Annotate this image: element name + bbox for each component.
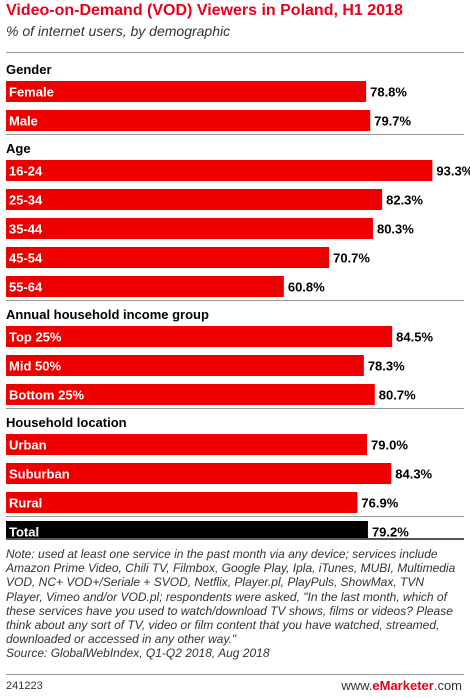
bar-rural-value: 76.9% <box>361 496 398 511</box>
group-heading-household-location: Household location <box>6 415 127 430</box>
bar-total-value: 79.2% <box>372 525 409 540</box>
footer-divider <box>6 674 464 675</box>
bar-35-44-bar <box>6 218 373 239</box>
header-divider <box>6 52 464 53</box>
bar-55-64-bar <box>6 276 284 297</box>
group-divider <box>6 300 464 301</box>
bar-top-25-label: Top 25% <box>9 330 62 345</box>
group-divider <box>6 408 464 409</box>
source-text: Source: GlobalWebIndex, Q1-Q2 2018, Aug … <box>6 646 270 661</box>
bar-top-25-value: 84.5% <box>396 330 433 345</box>
bar-45-54-label: 45-54 <box>9 251 43 266</box>
bar-urban-bar <box>6 434 368 455</box>
bar-35-44-label: 35-44 <box>9 222 43 237</box>
bar-55-64-value: 60.8% <box>288 280 325 295</box>
bar-25-34-value: 82.3% <box>386 193 423 208</box>
bar-total-label: Total <box>9 525 39 540</box>
bar-male-bar <box>6 110 371 131</box>
brand-prefix: www. <box>341 678 373 693</box>
bar-male-label: Male <box>9 114 38 129</box>
bar-suburban-value: 84.3% <box>395 467 432 482</box>
bar-35-44-value: 80.3% <box>377 222 414 237</box>
bar-male-value: 79.7% <box>374 114 411 129</box>
bar-top-25-bar <box>6 326 393 347</box>
bar-suburban-label: Suburban <box>9 467 70 482</box>
bar-rural-label: Rural <box>9 496 42 511</box>
bar-25-34-label: 25-34 <box>9 193 43 208</box>
bar-suburban-bar <box>6 463 392 484</box>
note-text: Note: used at least one service in the p… <box>6 547 456 647</box>
bar-total-bar <box>6 521 368 540</box>
bar-mid-50-bar <box>6 355 364 376</box>
group-heading-gender: Gender <box>6 62 52 77</box>
chart-title: Video-on-Demand (VOD) Viewers in Poland,… <box>6 2 403 19</box>
bar-chart: Gender Female 78.8% Male 79.7% Age 16-24 93.3% 2… <box>6 62 470 540</box>
bar-25-34-bar <box>6 189 383 210</box>
bar-16-24-label: 16-24 <box>9 164 43 179</box>
bar-bottom-25-bar <box>6 384 375 405</box>
brand-logo: www.eMarketer.com <box>341 678 462 693</box>
bar-female-value: 78.8% <box>370 85 407 100</box>
bar-45-54-value: 70.7% <box>333 251 370 266</box>
bar-45-54-bar <box>6 247 330 268</box>
bar-16-24-value: 93.3% <box>436 164 470 179</box>
bar-bottom-25-value: 80.7% <box>379 388 416 403</box>
chart-subtitle: % of internet users, by demographic <box>6 23 231 39</box>
bar-rural-bar <box>6 492 358 513</box>
bar-mid-50-label: Mid 50% <box>9 359 61 374</box>
chart-note: Note: used at least one service in the p… <box>6 547 464 661</box>
brand-name: eMarketer <box>372 678 434 693</box>
group-heading-annual-household-income-group: Annual household income group <box>6 307 209 322</box>
group-heading-age: Age <box>6 141 31 156</box>
chart-id: 241223 <box>6 680 43 692</box>
notes-divider <box>6 538 464 540</box>
bar-urban-value: 79.0% <box>371 438 408 453</box>
bar-female-label: Female <box>9 85 54 100</box>
group-divider <box>6 134 464 135</box>
total-divider <box>6 516 464 517</box>
bar-bottom-25-label: Bottom 25% <box>9 388 85 403</box>
bar-16-24-bar <box>6 160 433 181</box>
bar-mid-50-value: 78.3% <box>368 359 405 374</box>
bar-urban-label: Urban <box>9 438 47 453</box>
brand-suffix: .com <box>433 678 462 693</box>
bar-55-64-label: 55-64 <box>9 280 43 295</box>
bar-female-bar <box>6 81 367 102</box>
